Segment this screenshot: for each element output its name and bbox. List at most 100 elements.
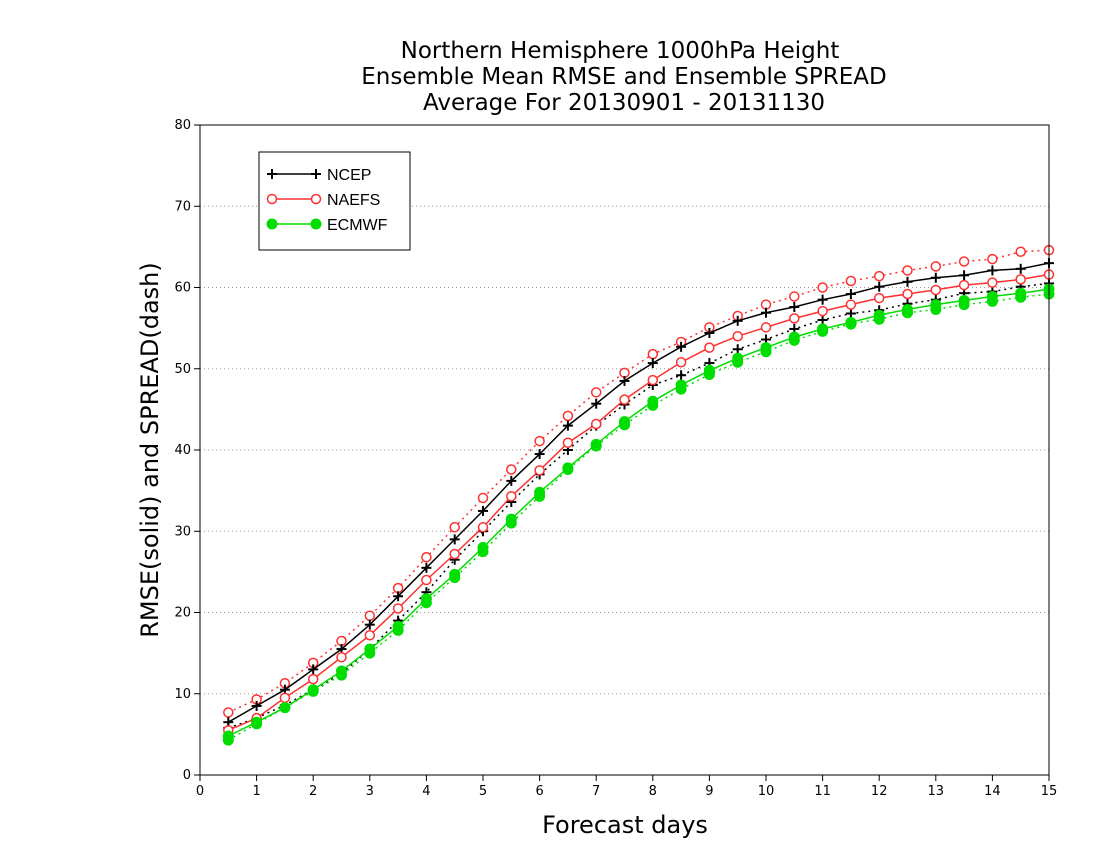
chart-title-line-1: Northern Hemisphere 1000hPa Height (401, 38, 840, 64)
data-point-naefs-spread (987, 253, 998, 265)
data-point-naefs-rmse (619, 394, 630, 405)
data-point-ecmwf-rmse (760, 342, 772, 354)
data-point-naefs-rmse (279, 692, 291, 704)
data-point-ecmwf-rmse (647, 395, 659, 407)
y-tick-label: 50 (174, 362, 191, 377)
data-point-ecmwf-rmse (930, 299, 942, 311)
data-point-naefs-spread (817, 282, 828, 293)
legend-marker-ncep (311, 169, 321, 179)
data-point-ncep-rmse (845, 289, 856, 299)
y-tick-label: 0 (183, 768, 191, 783)
y-tick-label: 10 (174, 687, 191, 702)
data-point-ncep-rmse (761, 307, 771, 318)
data-point-ecmwf-rmse (788, 331, 800, 343)
data-point-naefs-rmse (506, 491, 517, 502)
data-point-ncep-spread (845, 308, 856, 319)
chart-title-line-3: Average For 20130901 - 20131130 (423, 90, 825, 116)
data-point-ecmwf-rmse (590, 438, 602, 450)
data-point-ncep-rmse (930, 272, 941, 283)
data-point-ncep-rmse (421, 562, 432, 573)
data-point-ecmwf-rmse (562, 462, 574, 474)
data-point-naefs-spread (902, 265, 913, 276)
data-point-naefs-spread (449, 521, 460, 533)
data-point-ncep-rmse (251, 700, 262, 711)
x-axis-ticks: 0 1 2 3 4 5 6 7 8 9 10 11 12 13 14 15 (196, 775, 1057, 799)
data-point-ecmwf-rmse (986, 290, 998, 302)
data-point-ncep-rmse (874, 281, 885, 292)
data-point-naefs-rmse (930, 284, 942, 296)
data-point-naefs-spread (958, 256, 970, 267)
data-point-naefs-rmse (704, 342, 715, 353)
data-point-ecmwf-rmse (420, 593, 432, 605)
x-tick-label: 9 (705, 784, 713, 799)
x-tick-label: 6 (535, 784, 543, 799)
chart-title-line-2: Ensemble Mean RMSE and Ensemble SPREAD (361, 64, 886, 90)
x-axis-label: Forecast days (542, 811, 708, 839)
data-point-ecmwf-rmse (364, 643, 376, 655)
data-point-naefs-rmse (336, 651, 347, 663)
data-point-ncep-rmse (393, 591, 404, 602)
data-point-naefs-spread (223, 707, 234, 718)
data-point-naefs-spread (873, 270, 885, 282)
y-tick-label: 80 (174, 118, 191, 133)
x-tick-label: 3 (366, 784, 374, 799)
x-tick-label: 2 (309, 784, 317, 799)
data-point-naefs-rmse (364, 630, 376, 641)
data-series (222, 244, 1055, 746)
data-point-ecmwf-rmse (477, 542, 489, 553)
y-tick-label: 20 (174, 606, 191, 621)
data-point-ncep-rmse (732, 315, 743, 326)
data-point-ecmwf-rmse (732, 352, 744, 364)
legend: NCEP NAEFS ECMWF (258, 151, 411, 251)
legend-box (258, 151, 411, 251)
data-point-ncep-rmse (449, 534, 460, 545)
data-point-naefs-rmse (902, 288, 913, 300)
data-point-naefs-rmse (732, 331, 743, 342)
x-tick-label: 11 (814, 784, 831, 799)
data-point-naefs-rmse (675, 357, 687, 368)
data-point-naefs-rmse (449, 548, 460, 560)
y-axis-label: RMSE(solid) and SPREAD(dash) (136, 262, 164, 638)
legend-label-ncep: NCEP (327, 167, 371, 184)
data-point-ecmwf-rmse (675, 379, 687, 391)
data-point-naefs-spread (590, 387, 602, 398)
x-tick-label: 4 (422, 784, 430, 799)
data-point-naefs-spread (789, 291, 800, 302)
data-point-naefs-spread (647, 348, 659, 360)
data-point-ncep-rmse (902, 276, 913, 287)
series-ecmwf-rmse (222, 283, 1055, 742)
data-point-naefs-rmse (958, 279, 970, 291)
data-point-ncep-spread (817, 315, 828, 325)
data-point-ncep-spread (676, 370, 687, 381)
data-point-ecmwf-rmse (817, 323, 829, 335)
data-point-ncep-rmse (308, 664, 319, 675)
data-point-ncep-rmse (704, 328, 715, 338)
data-point-ecmwf-rmse (902, 303, 913, 315)
data-point-naefs-rmse (817, 305, 828, 317)
y-tick-label: 70 (174, 199, 191, 214)
x-tick-label: 5 (479, 784, 487, 799)
legend-label-naefs: NAEFS (327, 192, 380, 209)
data-point-ecmwf-rmse (1015, 287, 1027, 299)
data-point-naefs-spread (562, 410, 574, 422)
data-point-naefs-rmse (392, 603, 404, 614)
data-point-naefs-rmse (845, 299, 857, 310)
series-line-naefs-spread (227, 249, 1050, 714)
data-point-ecmwf-rmse (392, 620, 404, 632)
data-point-ecmwf-rmse (619, 416, 630, 428)
data-point-ncep-rmse (647, 358, 658, 369)
data-point-ecmwf-rmse (449, 568, 461, 580)
data-point-naefs-rmse (647, 374, 659, 386)
legend-marker-naefs (266, 193, 278, 205)
x-tick-label: 13 (928, 784, 945, 799)
data-point-naefs-rmse (421, 574, 432, 586)
series-ncep-rmse (223, 258, 1054, 728)
data-point-naefs-spread (364, 610, 376, 621)
data-point-ncep-rmse (534, 449, 545, 460)
data-point-naefs-spread (930, 261, 942, 272)
legend-marker-ncep (267, 169, 277, 179)
y-tick-label: 40 (174, 443, 191, 458)
data-point-naefs-rmse (1015, 274, 1026, 285)
x-tick-label: 1 (252, 784, 260, 799)
